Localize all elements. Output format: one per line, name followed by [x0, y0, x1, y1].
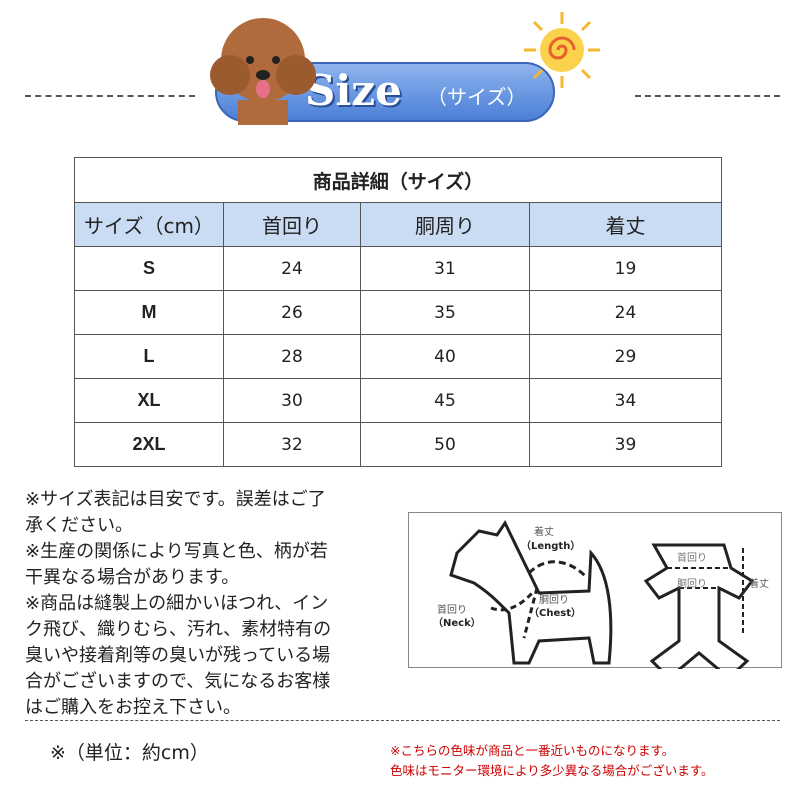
table-cell: 24: [529, 290, 722, 335]
note-line: はご購入をお控え下さい。: [25, 697, 241, 718]
color-note: 色味はモニター環境により多少異なる場合がございます。: [390, 763, 714, 778]
sun-icon: [524, 12, 600, 88]
table-cell: 34: [529, 378, 722, 423]
cloth-neck-label: 首回り: [677, 553, 707, 564]
neck-label-en: （Neck）: [433, 618, 481, 629]
divider: [25, 95, 195, 97]
dog-outline-icon: [449, 519, 755, 669]
table-row: 2XL 32 50 39: [74, 422, 722, 467]
column-header: 胴周り: [360, 202, 530, 247]
table-row: M 26 35 24: [74, 290, 722, 335]
table-cell: 45: [360, 378, 530, 423]
table-cell: 35: [360, 290, 530, 335]
divider: [635, 95, 780, 97]
table-row: XL 30 45 34: [74, 378, 722, 423]
measurement-diagram: 着丈 （Length） 胴回り （Chest） 首回り （Neck） 首回り 胴…: [408, 512, 782, 669]
chest-label: 胴回り: [539, 595, 569, 606]
unit-note: ※（単位：約cm）: [50, 742, 209, 764]
note-line: 臭いや接着剤等の臭いが残っている場: [25, 645, 331, 666]
size-table: 商品詳細（サイズ） サイズ（cm） 首回り 胴周り 着丈 S 24 31 19 M 26 3…: [74, 157, 722, 467]
column-header: 首回り: [223, 202, 361, 247]
size-label: XL: [74, 378, 224, 423]
dog-photo-icon: [210, 18, 316, 125]
table-cell: 24: [223, 246, 361, 291]
table-cell: 32: [223, 422, 361, 467]
banner-subtitle: （サイズ）: [427, 85, 527, 109]
size-label: M: [74, 290, 224, 335]
color-note: ※こちらの色味が商品と一番近いものになります。: [390, 743, 675, 758]
length-label: 着丈: [534, 527, 554, 538]
cloth-chest-label: 胴回り: [677, 579, 707, 590]
note-line: ク飛び、織りむら、汚れ、素材特有の: [25, 619, 332, 640]
table-cell: 28: [223, 334, 361, 379]
table-cell: 31: [360, 246, 530, 291]
column-header: 着丈: [529, 202, 722, 247]
size-label: S: [74, 246, 224, 291]
table-cell: 39: [529, 422, 722, 467]
size-label: L: [74, 334, 224, 379]
table-cell: 29: [529, 334, 722, 379]
neck-label: 首回り: [437, 605, 467, 616]
note-line: ※サイズ表記は目安です。誤差はご了: [25, 489, 326, 510]
table-cell: 30: [223, 378, 361, 423]
column-header: サイズ（cm）: [74, 202, 224, 247]
table-cell: 19: [529, 246, 722, 291]
divider: [25, 720, 780, 721]
table-title: 商品詳細（サイズ）: [74, 157, 722, 203]
note-line: ※商品は縫製上の細かいほつれ、イン: [25, 593, 329, 614]
chest-label-en: （Chest）: [529, 608, 581, 619]
table-row: S 24 31 19: [74, 246, 722, 291]
note-line: ※生産の関係により写真と色、柄が若: [25, 541, 328, 562]
cloth-length-label: 着丈: [749, 579, 769, 590]
banner-title: Size: [305, 66, 402, 115]
table-cell: 26: [223, 290, 361, 335]
note-line: 承ください。: [25, 515, 133, 536]
size-label: 2XL: [74, 422, 224, 467]
table-cell: 40: [360, 334, 530, 379]
note-line: 合がございますので、気になるお客様: [25, 671, 331, 692]
note-line: 干異なる場合があります。: [25, 567, 240, 588]
table-cell: 50: [360, 422, 530, 467]
notes: ※サイズ表記は目安です。誤差はご了 承ください。 ※生産の関係により写真と色、柄が若…: [25, 487, 405, 721]
table-row: L 28 40 29: [74, 334, 722, 379]
length-label-en: （Length）: [521, 541, 581, 552]
